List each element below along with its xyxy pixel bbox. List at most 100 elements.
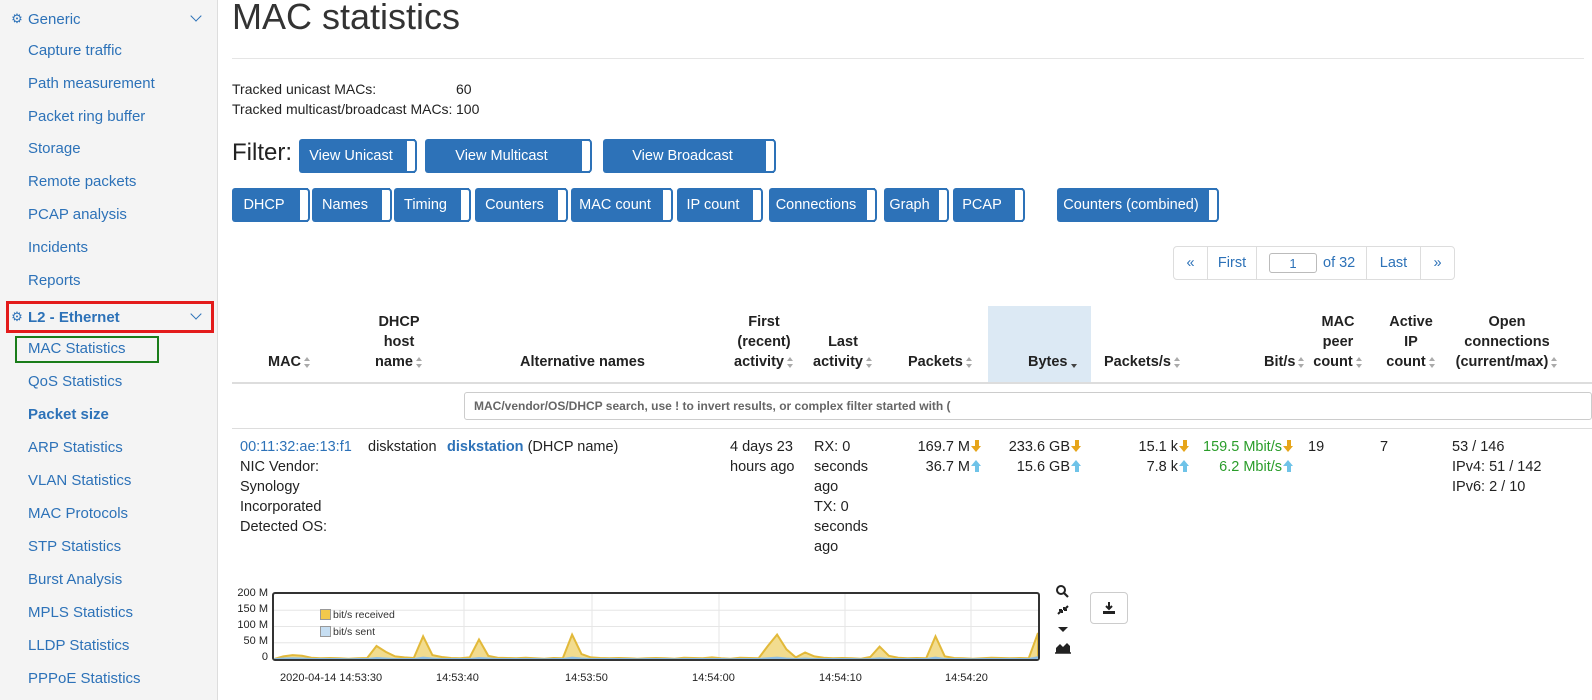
- last-activity-line: TX: 0: [814, 499, 849, 515]
- view-unicast-button[interactable]: View Unicast: [299, 139, 417, 173]
- alternative-name-link[interactable]: diskstation: [447, 439, 524, 455]
- tracked-multicast-value: 100: [456, 101, 480, 117]
- sidebar-item-mpls-statistics[interactable]: MPLS Statistics: [28, 604, 134, 621]
- sidebar-item-reports[interactable]: Reports: [28, 272, 81, 289]
- next-page-button[interactable]: »: [1433, 255, 1442, 271]
- tracked-unicast-value: 60: [456, 81, 472, 97]
- toggle-pcap-button[interactable]: PCAP: [953, 188, 1025, 222]
- sort-icon: [1173, 356, 1181, 368]
- button-label: IP count: [686, 197, 740, 213]
- header-label: DHCP: [378, 314, 420, 330]
- header-divider: [232, 382, 1592, 384]
- open-connections-total: 53 / 146: [1452, 439, 1505, 455]
- packets-per-sec-received: 15.1 k: [1102, 437, 1190, 457]
- toggle-graph-button[interactable]: Graph: [884, 188, 949, 222]
- dropdown-caret-icon[interactable]: [1055, 622, 1071, 636]
- legend-label: bit/s sent: [333, 625, 376, 638]
- column-header-bits-per-sec[interactable]: Bit/s: [1264, 352, 1305, 372]
- header-label: peer: [1322, 334, 1354, 350]
- sidebar-group-l2-ethernet[interactable]: ⚙ L2 - Ethernet: [8, 302, 210, 332]
- y-tick-label: 50 M: [243, 635, 268, 647]
- sidebar-item-stp-statistics[interactable]: STP Statistics: [28, 538, 122, 555]
- chart-plot-area[interactable]: bit/s received bit/s sent: [272, 592, 1040, 661]
- page-number-input[interactable]: [1269, 253, 1317, 273]
- toggle-mac-count-button[interactable]: MAC count: [571, 188, 673, 222]
- sidebar-item-mac-statistics[interactable]: MAC Statistics: [28, 340, 126, 357]
- legend-item-received[interactable]: bit/s received: [320, 606, 395, 623]
- area-chart-icon[interactable]: [1055, 640, 1071, 654]
- column-header-packets-per-sec[interactable]: Packets/s: [1104, 352, 1181, 372]
- bytes-sent: 15.6 GB: [988, 457, 1082, 477]
- page-selector: of 32: [1257, 247, 1367, 279]
- prev-page-button[interactable]: «: [1174, 247, 1208, 279]
- sidebar-group-label: L2 - Ethernet: [28, 308, 120, 326]
- toggle-ip-count-button[interactable]: IP count: [677, 188, 763, 222]
- sidebar-item-lldp-statistics[interactable]: LLDP Statistics: [28, 637, 130, 654]
- x-tick-label: 14:54:00: [692, 672, 735, 684]
- sidebar-item-qos-statistics[interactable]: QoS Statistics: [28, 373, 123, 390]
- sidebar-item-vlan-statistics[interactable]: VLAN Statistics: [28, 472, 132, 489]
- column-header-last-activity[interactable]: Last activity: [808, 332, 878, 372]
- toggle-dhcp-button[interactable]: DHCP: [232, 188, 310, 222]
- last-activity-line: RX: 0: [814, 439, 851, 455]
- pps-sent-value: 7.8 k: [1146, 459, 1178, 475]
- column-header-packets[interactable]: Packets: [908, 352, 973, 372]
- last-activity-line: seconds: [814, 459, 869, 475]
- header-label: host: [383, 334, 415, 350]
- header-label: First: [748, 314, 780, 330]
- sort-icon: [1428, 356, 1436, 368]
- x-tick-label: 14:53:40: [436, 672, 479, 684]
- sidebar-item-arp-statistics[interactable]: ARP Statistics: [28, 439, 123, 456]
- sidebar-item-incidents[interactable]: Incidents: [28, 239, 89, 256]
- view-broadcast-button[interactable]: View Broadcast: [603, 139, 776, 173]
- table-search-input[interactable]: MAC/vendor/OS/DHCP search, use ! to inve…: [464, 392, 1592, 420]
- sidebar-item-capture-traffic[interactable]: Capture traffic: [28, 42, 122, 59]
- toggle-names-button[interactable]: Names: [312, 188, 392, 222]
- column-header-open-connections[interactable]: Open connections (current/max): [1452, 312, 1562, 372]
- sidebar-item-mac-protocols[interactable]: MAC Protocols: [28, 505, 129, 522]
- last-activity-line: ago: [814, 479, 839, 495]
- mac-address-link[interactable]: 00:11:32:ae:13:f1: [240, 439, 352, 455]
- sidebar-group-generic[interactable]: ⚙ Generic: [8, 4, 210, 34]
- column-header-mac[interactable]: MAC: [268, 352, 311, 372]
- last-page-button[interactable]: Last: [1367, 247, 1421, 279]
- packets-received: 169.7 M: [892, 437, 982, 457]
- open-connections-ipv6: IPv6: 2 / 10: [1452, 479, 1526, 495]
- x-tick-label: 14:53:50: [565, 672, 608, 684]
- sidebar-item-remote-packets[interactable]: Remote packets: [28, 173, 137, 190]
- sidebar-item-burst-analysis[interactable]: Burst Analysis: [28, 571, 123, 588]
- column-header-mac-peer-count[interactable]: MAC peer count: [1308, 312, 1368, 372]
- reset-zoom-icon[interactable]: [1055, 603, 1071, 617]
- sidebar-item-storage[interactable]: Storage: [28, 140, 81, 157]
- sidebar-item-packet-size[interactable]: Packet size: [28, 406, 109, 423]
- legend-swatch: [320, 626, 331, 637]
- alternative-name: diskstation (DHCP name): [447, 437, 618, 457]
- download-button[interactable]: [1090, 592, 1128, 624]
- zoom-icon[interactable]: [1055, 584, 1071, 598]
- sort-desc-icon: [1070, 357, 1078, 368]
- sidebar-item-pcap-analysis[interactable]: PCAP analysis: [28, 206, 127, 223]
- legend-swatch: [320, 609, 331, 620]
- column-header-dhcp-host-name[interactable]: DHCP host name: [364, 312, 434, 372]
- sidebar-item-pppoe-statistics[interactable]: PPPoE Statistics: [28, 670, 141, 687]
- traffic-chart: 200 M 150 M 100 M 50 M 0 bit/s received …: [232, 587, 1052, 700]
- column-header-active-ip-count[interactable]: Active IP count: [1380, 312, 1442, 372]
- column-header-bytes[interactable]: Bytes: [1028, 352, 1078, 372]
- sidebar-item-path-measurement[interactable]: Path measurement: [28, 75, 155, 92]
- page-title: MAC statistics: [232, 0, 461, 37]
- sidebar-item-packet-ring-buffer[interactable]: Packet ring buffer: [28, 108, 146, 125]
- header-label: MAC: [1321, 314, 1355, 330]
- arrow-up-icon: [1179, 460, 1190, 472]
- toggle-timing-button[interactable]: Timing: [394, 188, 471, 222]
- bytes-sent-value: 15.6 GB: [1016, 459, 1070, 475]
- toggle-connections-button[interactable]: Connections: [769, 188, 877, 222]
- toggle-counters-combined-button[interactable]: Counters (combined): [1057, 188, 1219, 222]
- toggle-counters-button[interactable]: Counters: [475, 188, 568, 222]
- view-multicast-button[interactable]: View Multicast: [425, 139, 592, 173]
- header-label: name: [375, 354, 413, 370]
- bps-received-value: 159.5 Mbit/s: [1203, 439, 1282, 455]
- first-page-button[interactable]: First: [1208, 247, 1257, 279]
- column-header-first-activity[interactable]: First (recent) activity: [724, 312, 804, 372]
- legend-item-sent[interactable]: bit/s sent: [320, 623, 395, 640]
- chevron-down-icon: [190, 10, 202, 22]
